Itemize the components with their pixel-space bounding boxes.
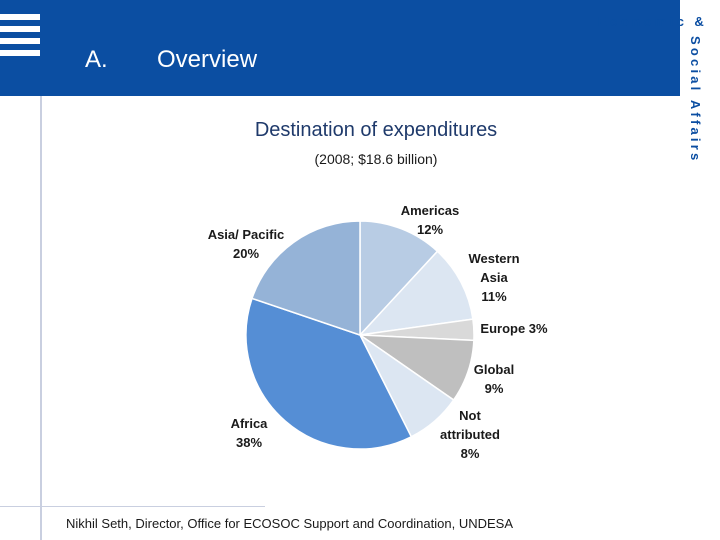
pie-slice-africa	[245, 297, 413, 450]
slice-label-asia-pacific: Asia/ Pacific 20%	[207, 227, 285, 261]
slice-label-africa: Africa 38%	[230, 416, 268, 450]
pie-slice-western-asia	[358, 250, 474, 337]
slice-label-global: Global 9%	[473, 362, 515, 396]
section-title: Overview	[157, 46, 258, 73]
pie-slice-americas	[359, 220, 439, 337]
slice-label-western-asia: Western Asia 11%	[468, 251, 520, 304]
chart-subtitle: (2008; $18.6 billion)	[314, 151, 438, 167]
org-name-line2: Social Affairs	[688, 36, 703, 164]
org-name-line1: Economic &	[598, 14, 708, 29]
org-strip	[680, 0, 720, 540]
slice-label-europe: Europe 3%	[480, 321, 548, 336]
slice-label-americas: Americas 12%	[400, 203, 460, 237]
footer-credit: Nikhil Seth, Director, Office for ECOSOC…	[66, 516, 514, 531]
bottom-divider	[0, 506, 265, 507]
chart-title: Destination of expenditures	[254, 119, 498, 141]
menu-icon[interactable]	[0, 14, 42, 58]
section-letter: A.	[85, 46, 108, 73]
slice-label-not-attributed: Not attributed 8%	[440, 408, 500, 461]
left-divider	[40, 96, 42, 540]
header-band	[0, 0, 680, 96]
pie-slice-asia-pacific	[251, 220, 361, 337]
